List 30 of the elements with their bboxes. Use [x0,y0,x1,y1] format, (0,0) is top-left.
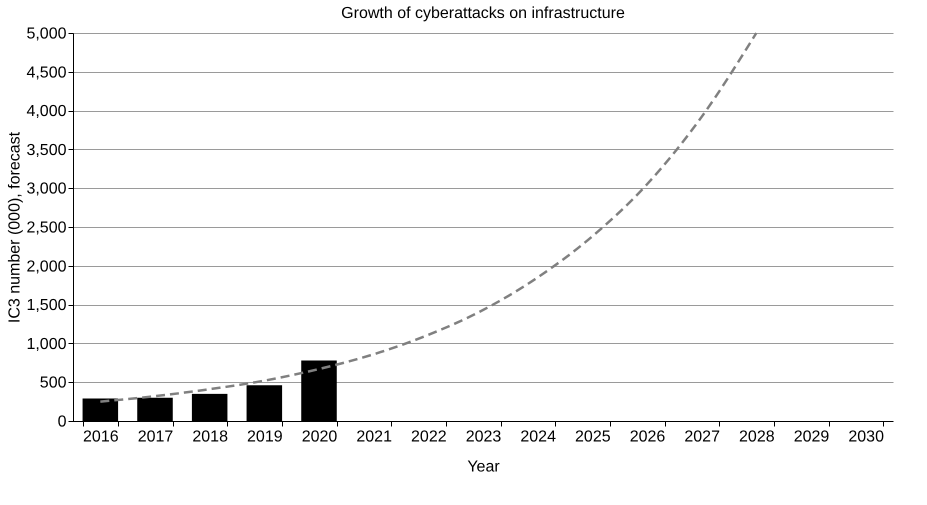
x-tick-label: 2018 [192,428,228,446]
x-tick-label: 2022 [411,428,447,446]
y-tick-label: 4,000 [26,103,67,120]
x-tick-label: 2017 [138,428,174,446]
y-tick-label: 0 [58,414,67,430]
y-tick-label: 4,500 [26,64,67,82]
line-series [99,32,758,403]
x-axis-title: Year [467,458,500,476]
x-tick-label: 2016 [83,428,119,446]
x-tick-label: 2021 [356,428,392,446]
y-tick-label: 2,500 [26,220,67,236]
y-tick-label: 3,000 [26,180,67,198]
x-tick-label: 2029 [794,428,830,446]
x-tick-label: 2030 [848,428,884,446]
y-axis-title: IC3 number (000), forecast [6,131,24,324]
y-tick-label: 2,000 [26,258,67,276]
y-tick-label: 1,500 [26,297,67,314]
x-tick-label: 2019 [247,428,283,446]
x-tick-label: 2024 [520,428,556,446]
y-tick-label: 5,000 [26,26,67,42]
y-tick-label: 3,500 [26,142,67,159]
y-tick-label: 1,000 [26,336,67,353]
y-tick-label: 500 [40,374,67,392]
chart-title: Growth of cyberattacks on infrastructure [341,5,625,22]
x-tick-label: 2027 [684,428,720,446]
x-tick-label: 2026 [630,428,666,446]
x-tick-label: 2023 [466,428,502,446]
x-tick-label: 2020 [302,428,338,446]
x-tick-label: 2028 [739,428,775,446]
x-tick-label: 2025 [575,428,611,446]
